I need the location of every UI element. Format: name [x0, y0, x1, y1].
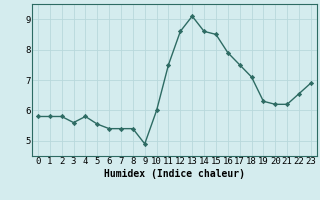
X-axis label: Humidex (Indice chaleur): Humidex (Indice chaleur): [104, 169, 245, 179]
